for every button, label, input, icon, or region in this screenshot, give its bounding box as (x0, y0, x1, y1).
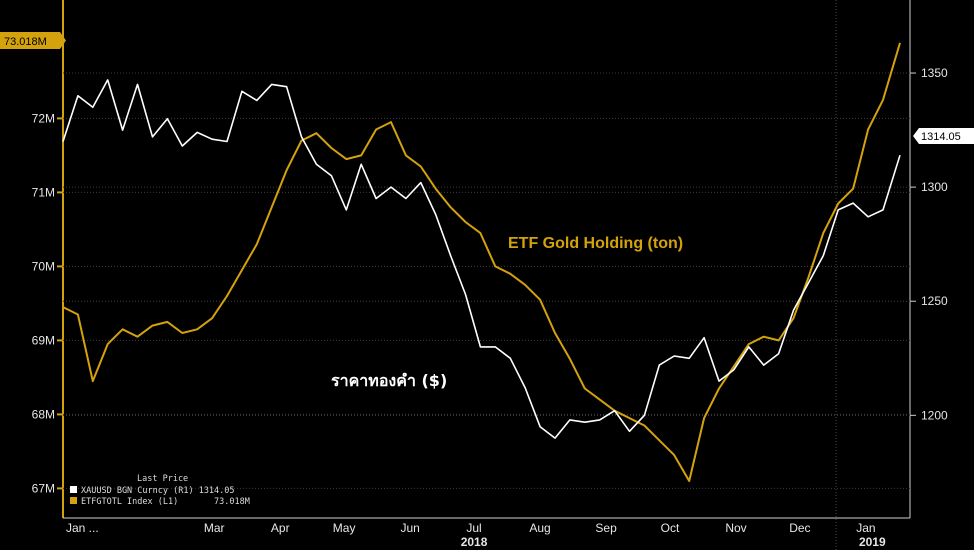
series-layer (62, 42, 901, 482)
x-year-label: 2019 (859, 535, 886, 549)
x-tick-label: Nov (725, 521, 746, 535)
x-tick-label: Mar (204, 521, 225, 535)
right-tick-label: 1250 (921, 294, 948, 308)
right-tick-label: 1200 (921, 408, 948, 422)
legend-item-etf: ETFGTOTL Index (L1) (81, 497, 178, 507)
left-axis: 67M 68M 69M 70M 71M 72M (32, 111, 63, 495)
gold-holding-annotation: ETF Gold Holding (ton) (508, 235, 683, 252)
x-tick-label: Dec (789, 521, 810, 535)
left-tick-label: 70M (32, 259, 55, 273)
left-tick-label: 72M (32, 111, 55, 125)
x-tick-label: Jan (856, 521, 875, 535)
left-tick-label: 69M (32, 333, 55, 347)
legend: Last Price XAUUSD BGN Curncy (R1) 1314.0… (70, 474, 250, 507)
legend-swatch-price (70, 486, 77, 493)
x-axis: Jan ... Mar Apr May Jun Jul Aug Sep Oct Nov Dec Jan… (66, 521, 886, 549)
right-tick-label: 1350 (921, 66, 948, 80)
etf-holding-line (62, 42, 901, 482)
x-tick-label: Aug (529, 521, 550, 535)
gold-price-annotation: ราคาทองคำ ($) (331, 371, 447, 390)
gridlines (63, 0, 910, 550)
legend-swatch-etf (70, 497, 77, 504)
left-last-value-tag: 73.018M (0, 32, 66, 49)
right-last-value-text: 1314.05 (921, 131, 961, 143)
legend-item-price: XAUUSD BGN Curncy (R1) 1314.05 (81, 486, 235, 496)
right-tick-label: 1300 (921, 180, 948, 194)
left-last-value-text: 73.018M (4, 36, 47, 48)
x-tick-label: Apr (271, 521, 290, 535)
x-tick-label: Jan ... (66, 521, 99, 535)
left-tick-label: 68M (32, 407, 55, 421)
x-tick-label: Jul (466, 521, 481, 535)
x-tick-label: May (333, 521, 356, 535)
right-axis: 1200 1250 1300 1350 (910, 66, 948, 422)
x-year-label: 2018 (461, 535, 488, 549)
x-tick-label: Oct (661, 521, 680, 535)
gold-price-line (62, 79, 901, 439)
left-tick-label: 71M (32, 185, 55, 199)
legend-item-etf-value: 73.018M (214, 497, 250, 507)
x-tick-label: Jun (400, 521, 419, 535)
right-last-value-tag: 1314.05 (913, 128, 974, 144)
legend-title: Last Price (137, 474, 188, 484)
x-tick-label: Sep (595, 521, 617, 535)
left-tick-label: 67M (32, 481, 55, 495)
